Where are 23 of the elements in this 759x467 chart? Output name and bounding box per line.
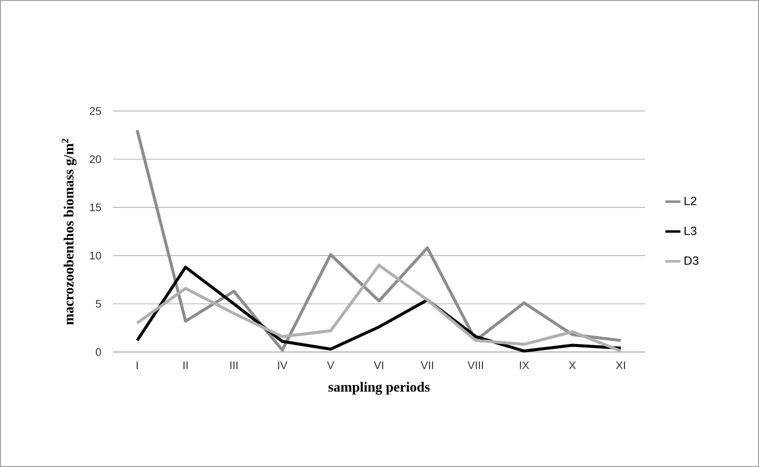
y-axis-title: macrozoobenthos biomass g/m$^{2}$ (62, 138, 76, 325)
y-tick-label: 5 (96, 300, 102, 308)
y-tick-label: 0 (96, 348, 102, 356)
x-tick-label: II (184, 362, 188, 370)
x-tick-label: VIII (468, 362, 483, 370)
x-tick-label: III (230, 362, 238, 370)
x-tick-label: V (327, 362, 334, 370)
x-tick-label: VII (420, 362, 434, 370)
x-tick-label: XI (616, 362, 625, 370)
y-tick-label: 15 (90, 204, 102, 212)
legend-label: D3 (684, 256, 698, 265)
legend-label: L3 (684, 226, 696, 236)
y-tick-label: 10 (90, 252, 102, 260)
x-tick-label: I (136, 362, 138, 370)
y-tick-label: 20 (90, 155, 102, 164)
x-tick-label: IV (278, 362, 288, 370)
y-tick-label: 25 (90, 107, 102, 115)
x-tick-label: VI (374, 362, 384, 370)
x-axis-title: sampling periods (328, 382, 430, 395)
x-tick-label: X (569, 362, 576, 370)
line-series (136, 128, 622, 352)
legend-label: L2 (684, 196, 696, 206)
x-tick-label: IX (520, 362, 530, 370)
